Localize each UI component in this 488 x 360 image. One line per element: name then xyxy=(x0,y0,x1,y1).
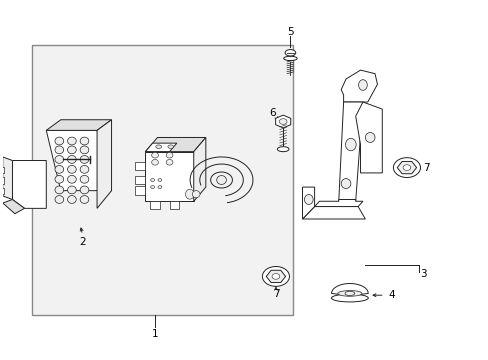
Ellipse shape xyxy=(55,175,63,183)
Ellipse shape xyxy=(67,186,76,194)
Polygon shape xyxy=(193,138,205,201)
Text: 6: 6 xyxy=(269,108,275,118)
Bar xyxy=(32,45,292,315)
Ellipse shape xyxy=(55,186,63,194)
Polygon shape xyxy=(145,138,205,152)
Ellipse shape xyxy=(55,166,63,173)
Ellipse shape xyxy=(285,50,295,56)
Polygon shape xyxy=(331,284,367,298)
Text: 3: 3 xyxy=(419,269,426,279)
Ellipse shape xyxy=(192,191,200,198)
Bar xyxy=(135,176,145,184)
Ellipse shape xyxy=(67,195,76,203)
Ellipse shape xyxy=(277,147,288,152)
Ellipse shape xyxy=(283,56,297,60)
Ellipse shape xyxy=(55,195,63,203)
Polygon shape xyxy=(3,157,12,199)
Bar xyxy=(0,167,4,173)
Ellipse shape xyxy=(80,156,89,163)
Ellipse shape xyxy=(185,189,194,199)
Text: 4: 4 xyxy=(388,290,394,300)
Text: 7: 7 xyxy=(272,289,279,299)
Ellipse shape xyxy=(55,146,63,154)
Ellipse shape xyxy=(80,146,89,154)
Polygon shape xyxy=(302,187,314,219)
Ellipse shape xyxy=(151,152,158,158)
Ellipse shape xyxy=(80,195,89,203)
Ellipse shape xyxy=(158,186,162,189)
Ellipse shape xyxy=(304,194,312,204)
Bar xyxy=(150,201,160,209)
Ellipse shape xyxy=(365,132,374,143)
Polygon shape xyxy=(3,199,24,214)
Ellipse shape xyxy=(216,176,226,184)
Ellipse shape xyxy=(67,175,76,183)
Ellipse shape xyxy=(345,291,354,296)
Bar xyxy=(135,186,145,195)
Text: 7: 7 xyxy=(422,163,429,172)
Ellipse shape xyxy=(67,166,76,173)
Ellipse shape xyxy=(67,156,76,163)
Ellipse shape xyxy=(67,137,76,145)
Circle shape xyxy=(262,266,289,286)
Ellipse shape xyxy=(80,137,89,145)
Polygon shape xyxy=(97,120,111,208)
Circle shape xyxy=(402,165,410,170)
Circle shape xyxy=(393,158,420,177)
Polygon shape xyxy=(46,120,111,130)
Circle shape xyxy=(279,119,286,124)
Ellipse shape xyxy=(358,80,366,90)
Bar xyxy=(135,162,145,170)
Polygon shape xyxy=(46,130,111,191)
Ellipse shape xyxy=(337,291,361,296)
Polygon shape xyxy=(12,161,46,208)
Ellipse shape xyxy=(80,186,89,194)
Ellipse shape xyxy=(158,179,162,181)
Ellipse shape xyxy=(156,145,161,148)
Polygon shape xyxy=(145,143,177,152)
Text: 1: 1 xyxy=(151,329,158,339)
Ellipse shape xyxy=(166,152,173,158)
Polygon shape xyxy=(145,152,193,201)
Ellipse shape xyxy=(67,146,76,154)
Bar xyxy=(169,201,179,209)
Bar xyxy=(0,177,4,184)
Ellipse shape xyxy=(331,294,367,302)
Ellipse shape xyxy=(150,179,154,181)
Polygon shape xyxy=(338,102,362,201)
Ellipse shape xyxy=(80,166,89,173)
Ellipse shape xyxy=(151,159,158,165)
Polygon shape xyxy=(355,102,382,173)
Text: 2: 2 xyxy=(79,237,86,247)
Polygon shape xyxy=(314,199,362,207)
Polygon shape xyxy=(302,207,365,219)
Ellipse shape xyxy=(80,175,89,183)
Bar xyxy=(0,188,4,194)
Ellipse shape xyxy=(167,145,173,148)
Circle shape xyxy=(271,274,279,279)
Ellipse shape xyxy=(345,138,355,151)
Polygon shape xyxy=(341,70,377,102)
Ellipse shape xyxy=(341,179,350,189)
Text: 5: 5 xyxy=(286,27,293,37)
Ellipse shape xyxy=(150,186,154,189)
Ellipse shape xyxy=(55,156,63,163)
Ellipse shape xyxy=(166,159,173,165)
Ellipse shape xyxy=(55,137,63,145)
